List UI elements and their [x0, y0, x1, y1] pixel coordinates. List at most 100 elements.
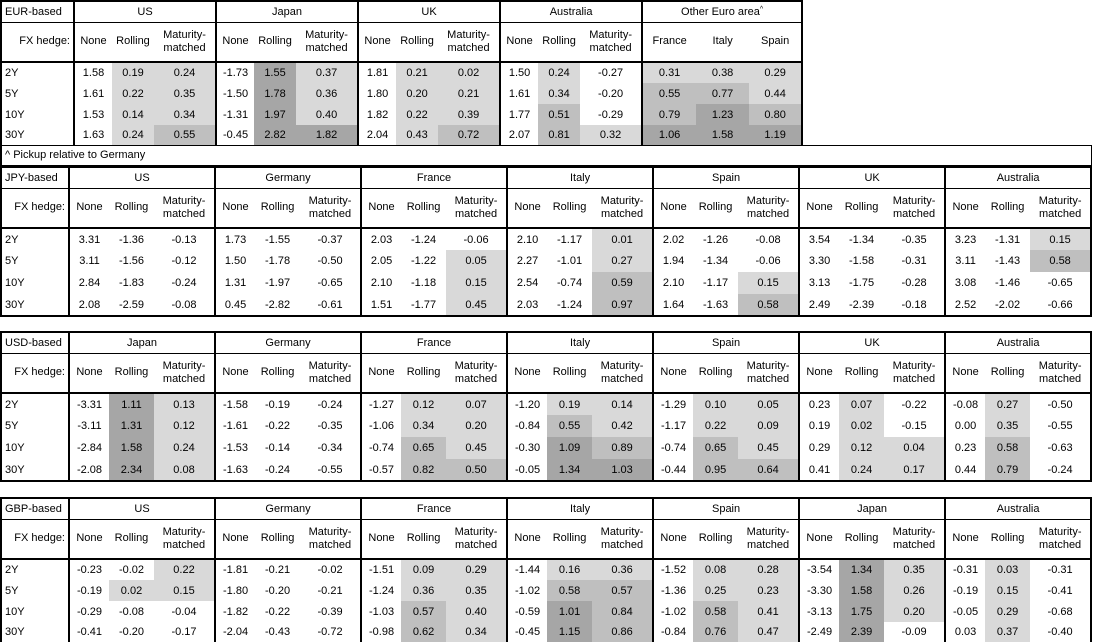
value-cell: 1.50	[499, 62, 539, 83]
value-cell: -0.13	[171, 233, 197, 246]
value-cell: 0.45	[446, 437, 508, 459]
subcol-header-none: None	[499, 22, 539, 63]
value-cell: -0.24	[317, 398, 343, 411]
value-cell: 0.24	[154, 437, 216, 459]
subcol-header-rolling: Rolling	[255, 353, 301, 394]
subcol-header-none: None	[68, 188, 109, 229]
value-cell: 0.22	[693, 415, 739, 437]
subcol-header-maturity-matched: Maturity-matched	[446, 519, 508, 560]
value-cell: 0.16	[547, 559, 593, 580]
value-cell: 0.23	[944, 437, 986, 459]
value-cell: 2.10	[652, 272, 694, 294]
subcol-header-rolling: Rolling	[839, 519, 885, 560]
value-cell: 0.65	[401, 437, 447, 459]
value-cell: -1.43	[995, 255, 1021, 267]
subcol-header-rolling: Rolling	[693, 188, 739, 229]
table-title: GBP-based	[1, 498, 69, 520]
value-cell: 0.42	[592, 415, 654, 437]
value-cell: -0.22	[264, 605, 291, 618]
value-cell: 0.08	[154, 459, 216, 481]
value-cell: 0.27	[985, 393, 1031, 415]
subcol-header-rolling: Rolling	[839, 188, 885, 229]
subcol-header-rolling: Rolling	[985, 188, 1031, 229]
fx-hedge-label: FX hedge:	[1, 22, 74, 63]
subcol-header-none: None	[214, 188, 256, 229]
subcol-header-rolling: Rolling	[547, 519, 593, 560]
value-cell: 1.61	[73, 83, 112, 104]
row-label-tenor: 5Y	[5, 584, 19, 597]
group-name: Italy	[569, 171, 591, 184]
value-cell: 0.29	[985, 601, 1031, 622]
value-cell: 0.03	[985, 559, 1031, 580]
value-cell: 2.10	[360, 272, 402, 294]
value-cell: 2.49	[798, 294, 840, 316]
value-cell: 0.14	[592, 393, 654, 415]
value-cell: 0.14	[112, 104, 154, 125]
value-cell: -1.63	[703, 298, 729, 311]
subcol-header-none: None	[652, 519, 694, 560]
value-cell: 1.09	[547, 437, 593, 459]
value-cell: -0.24	[264, 463, 291, 476]
group-name: Australia	[996, 502, 1040, 515]
value-cell: -0.19	[264, 398, 291, 411]
group-name: Australia	[549, 5, 593, 18]
group-name: Japan	[272, 5, 303, 18]
value-cell: 0.80	[749, 104, 803, 125]
value-cell: -0.20	[598, 87, 624, 100]
subcol-header-none: None	[360, 188, 402, 229]
group-name: Italy	[569, 502, 591, 515]
value-cell: 0.57	[401, 601, 447, 622]
value-cell: -1.80	[214, 580, 256, 601]
value-cell: 0.58	[547, 580, 593, 601]
value-cell: -1.34	[849, 233, 875, 246]
value-cell: -0.05	[506, 459, 548, 481]
subcol-header-maturity-matched: Maturity-matched	[738, 519, 800, 560]
subcol-header-maturity-matched: Maturity-matched	[592, 188, 654, 229]
value-cell: -0.44	[652, 459, 694, 481]
value-cell: -1.77	[410, 298, 437, 311]
value-cell: -1.82	[214, 601, 256, 622]
group-name: Germany	[265, 502, 311, 515]
group-name: US	[137, 5, 153, 18]
subcol-header-rolling: Rolling	[693, 519, 739, 560]
value-cell: 0.15	[1030, 228, 1092, 250]
value-cell: -1.36	[118, 233, 145, 246]
value-cell: 0.41	[738, 601, 800, 622]
value-cell: -0.29	[598, 108, 624, 121]
value-cell: 3.23	[944, 228, 986, 250]
group-header-spain: Spain	[652, 498, 800, 520]
value-cell: 0.00	[944, 415, 986, 437]
value-cell: -1.81	[214, 559, 256, 580]
subcol-header-maturity-matched: Maturity-matched	[438, 22, 501, 63]
subcol-header-rolling: Rolling	[255, 519, 301, 560]
group-header-japan: Japan	[215, 1, 359, 23]
row-label-tenor: 2Y	[5, 398, 19, 411]
value-cell: 3.54	[798, 228, 840, 250]
subcol-header-maturity-matched: Maturity-matched	[300, 519, 362, 560]
subcol-header-maturity-matched: Maturity-matched	[592, 519, 654, 560]
value-cell: 0.44	[749, 83, 803, 104]
value-cell: 0.36	[296, 83, 359, 104]
group-header-other-euro-area: Other Euro area^	[641, 1, 803, 23]
value-cell: 1.15	[547, 622, 593, 642]
subcol-header-maturity-matched: Maturity-matched	[1030, 519, 1092, 560]
value-cell: -0.61	[317, 298, 343, 311]
group-name: Spain	[711, 171, 741, 184]
subcol-header-none: None	[798, 188, 840, 229]
subcol-header-none: None	[652, 188, 694, 229]
value-cell: 1.23	[696, 104, 750, 125]
value-cell: -0.31	[1047, 564, 1073, 576]
value-cell: 1.61	[499, 83, 539, 104]
fx-hedge-label: FX hedge:	[1, 188, 69, 229]
value-cell: 0.19	[547, 393, 593, 415]
subcol-header-none: None	[360, 519, 402, 560]
value-cell: 0.12	[401, 393, 447, 415]
value-cell: 0.57	[592, 580, 654, 601]
group-header-france: France	[360, 167, 508, 189]
subcol-header-none: None	[360, 353, 402, 394]
subcol-header-maturity-matched: Maturity-matched	[154, 519, 216, 560]
group-header-uk: UK	[798, 167, 946, 189]
subcol-header-maturity-matched: Maturity-matched	[300, 188, 362, 229]
value-cell: 0.65	[693, 437, 739, 459]
value-cell: 0.09	[401, 559, 447, 580]
